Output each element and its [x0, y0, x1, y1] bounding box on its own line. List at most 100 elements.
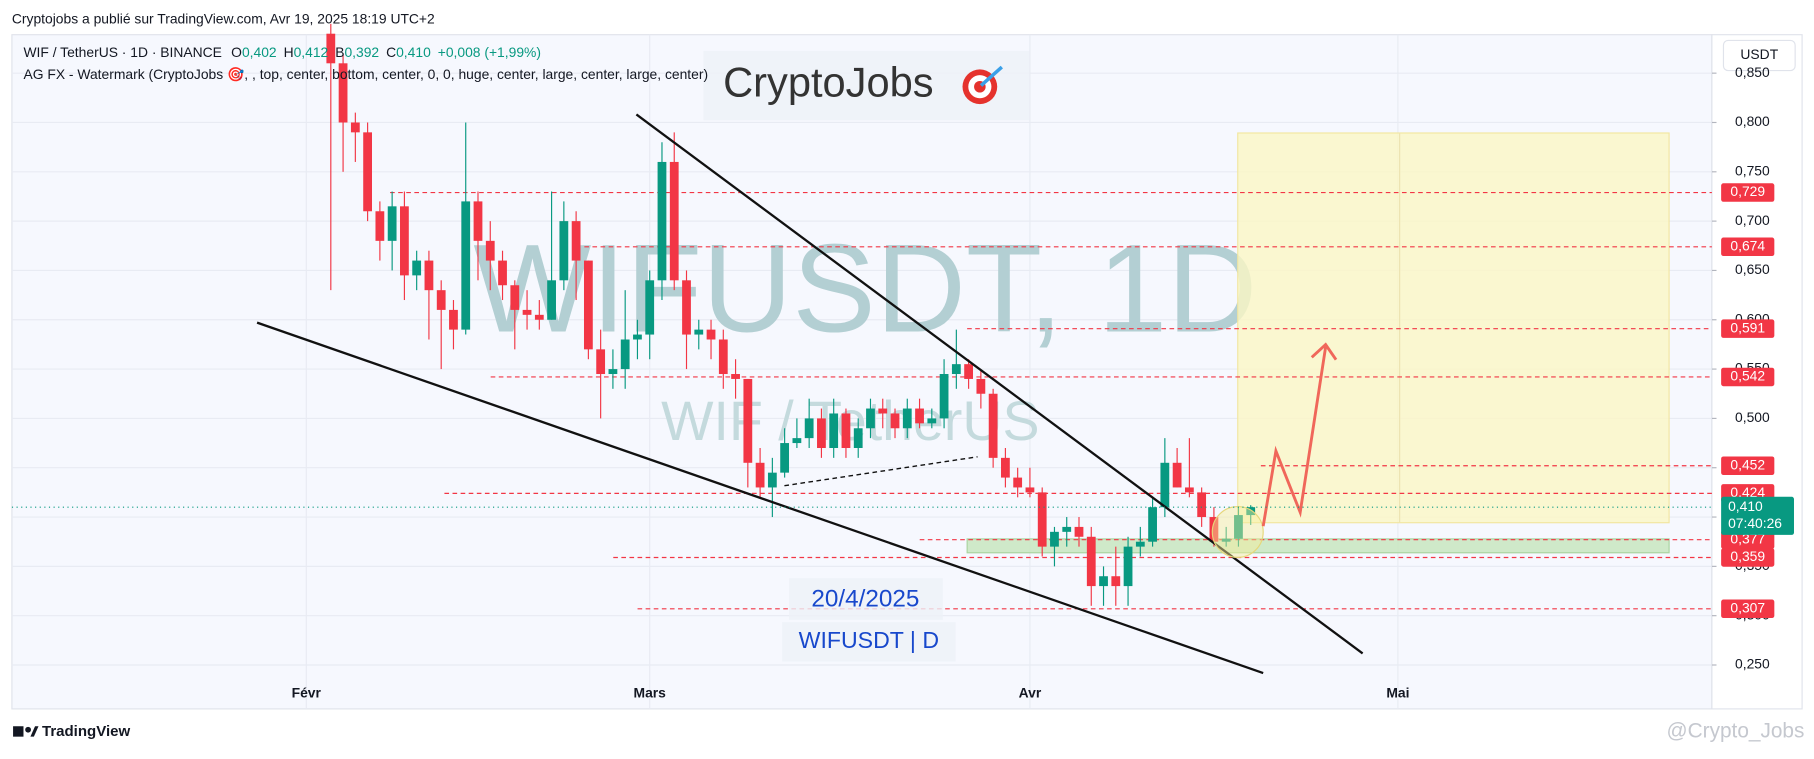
candle-body [375, 211, 385, 241]
level-label: 0,729 [1730, 183, 1765, 199]
candle-body [792, 438, 802, 444]
level-label: 0,307 [1730, 599, 1765, 615]
candle-body [350, 122, 360, 133]
candle-body [449, 309, 458, 330]
currency-button[interactable] [1722, 39, 1796, 72]
candle-body [988, 393, 998, 458]
candle-body [1160, 462, 1170, 508]
candle-body [694, 329, 704, 335]
candle-body [1246, 507, 1256, 516]
candle-body [657, 161, 667, 281]
candle-body [1062, 526, 1072, 532]
published: Cryptojobs a publié sur TradingView.com,… [12, 10, 435, 26]
watermark: WIFUSDT, 1D [473, 219, 1257, 358]
candle-body [853, 428, 863, 448]
candle-body [645, 280, 655, 335]
candle-body [1013, 477, 1023, 488]
legend: WIF / TetherUS · 1D · BINANCE O0,402 H0,41… [23, 44, 541, 60]
symbol: WIF / TetherUS · 1D · BINANCE [23, 44, 221, 60]
candle-body [1074, 526, 1084, 537]
level-label-box [1721, 183, 1775, 202]
candle-body [608, 369, 618, 375]
y-tick-label: 0,700 [1735, 212, 1770, 228]
candle-body [743, 378, 753, 463]
candle-body [510, 285, 520, 310]
candle-body [1172, 462, 1182, 488]
candle-body [1050, 531, 1059, 547]
candle-body [976, 378, 986, 394]
support-zone [966, 538, 1670, 554]
candle-body [1184, 487, 1194, 493]
candle-body [1086, 536, 1096, 587]
footer-brand: TradingView [42, 723, 130, 740]
candle-body [939, 374, 949, 419]
candle-body [841, 413, 851, 448]
ohlc-key: H [284, 44, 294, 60]
candle-body [890, 413, 900, 429]
candle-body [1209, 517, 1219, 542]
candle-body [817, 418, 826, 448]
y-tick-label: 0,800 [1735, 113, 1770, 129]
ohlc-value: 0,402 [242, 44, 277, 60]
y-tick-label: 0,650 [1735, 261, 1770, 277]
target-box [1237, 132, 1670, 524]
highlight-circle [1211, 505, 1264, 558]
candle-body [1001, 457, 1010, 478]
ohlc-key: O [231, 44, 242, 60]
candle-body [878, 408, 888, 414]
y-tick-label: 0,850 [1735, 64, 1770, 80]
currency[interactable]: USDT [1740, 46, 1778, 62]
candle-body [718, 339, 728, 375]
last-price-label: 0,410 [1728, 498, 1763, 514]
footer-handle: @Crypto_Jobs [1667, 720, 1805, 743]
level-label-box [1721, 548, 1775, 567]
candle-body [498, 260, 507, 286]
candle-body [633, 334, 642, 340]
level-label: 0,591 [1730, 319, 1765, 335]
candle-body [387, 206, 397, 241]
candle-body [1135, 541, 1145, 547]
level-label: 0,424 [1730, 484, 1765, 500]
candle-body [731, 374, 740, 379]
candle-body [596, 349, 606, 375]
candle-body [866, 408, 875, 429]
candle-body [559, 221, 569, 281]
candle-body [424, 260, 434, 291]
candle-body [682, 280, 691, 335]
candle-body [620, 339, 630, 370]
candle-body [1234, 515, 1243, 539]
level-label: 0,359 [1730, 548, 1765, 564]
x-tick-label: Mai [1386, 685, 1409, 701]
date-note: 20/4/2025 [811, 586, 919, 613]
projection-arrow [1261, 346, 1328, 527]
y-tick-label: 0,250 [1735, 656, 1770, 672]
pair-note: WIFUSDT | D [799, 627, 939, 653]
candle-body [804, 418, 814, 439]
level-label-box [1721, 599, 1775, 619]
candle-body [326, 33, 336, 64]
candle-body [755, 462, 765, 488]
ohlc-value: 0,392 [344, 44, 379, 60]
level-label: 0,452 [1730, 456, 1765, 472]
candle-body [669, 161, 679, 281]
candle-body [485, 240, 495, 261]
logo-text: CryptoJobs [723, 59, 934, 106]
candle-body [1221, 538, 1231, 542]
last-price-box [1721, 496, 1794, 535]
candle-body [534, 314, 544, 320]
arrow-head [1310, 342, 1338, 361]
candle-body [1037, 492, 1047, 547]
candle-body [363, 132, 373, 212]
candle-body [964, 364, 974, 379]
candle-body [461, 201, 471, 330]
candle-body [706, 329, 716, 340]
candle-body [1099, 576, 1108, 587]
candle-body [902, 408, 912, 429]
candle-body [338, 63, 348, 123]
y-tick-label: 0,500 [1735, 409, 1770, 425]
candle-body [412, 260, 422, 276]
level-label: 0,674 [1730, 237, 1765, 253]
ohlc-key: C [386, 44, 396, 60]
candle-body [473, 201, 483, 241]
